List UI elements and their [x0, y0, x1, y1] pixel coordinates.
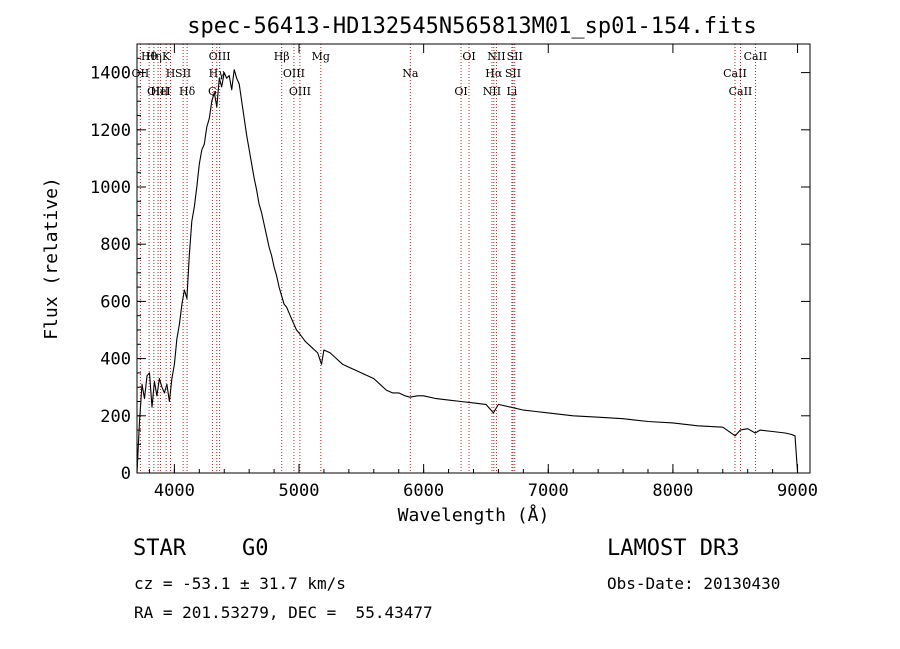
object-type: STAR — [133, 536, 186, 561]
survey-label: LAMOST DR3 — [607, 536, 740, 561]
line-label: OIII — [289, 85, 311, 98]
x-tick-label: 9000 — [777, 481, 818, 501]
y-tick-label: 0 — [121, 464, 131, 484]
y-tick-label: 600 — [100, 292, 131, 312]
line-label: OIII — [147, 85, 169, 98]
x-tick-label: 7000 — [528, 481, 569, 501]
line-label: CaII — [744, 50, 768, 63]
line-label: Mg — [312, 50, 330, 63]
x-tick-label: 8000 — [652, 481, 693, 501]
x-axis-label: Wavelength (Å) — [398, 504, 550, 526]
y-axis-label: Flux (relative) — [41, 177, 62, 340]
line-label: HeI — [150, 85, 170, 98]
line-label: NII — [487, 50, 505, 63]
line-label: Hη — [146, 50, 162, 63]
line-label: OIII — [209, 50, 231, 63]
chart-title: spec-56413-HD132545N565813M01_sp01-154.f… — [187, 14, 757, 39]
line-label: OIII — [283, 67, 305, 80]
spectrum-line — [136, 69, 799, 474]
x-tick-label: 6000 — [403, 481, 444, 501]
line-label: Hβ — [274, 50, 290, 63]
line-label: G — [208, 85, 217, 98]
y-tick-label: 400 — [100, 350, 131, 370]
y-tick-label: 1000 — [90, 178, 131, 198]
line-label: OI — [454, 85, 467, 98]
x-tick-label: 4000 — [154, 481, 195, 501]
line-label: OII — [132, 67, 150, 80]
obs-date: Obs-Date: 20130430 — [607, 574, 781, 593]
redshift-readout: cz = -53.1 ± 31.7 km/s — [134, 574, 346, 593]
y-tick-label: 800 — [100, 235, 131, 255]
y-tick-label: 200 — [100, 407, 131, 427]
line-label: SII — [505, 67, 521, 80]
line-label: Na — [402, 67, 419, 80]
line-label: CaII — [723, 67, 747, 80]
x-tick-label: 5000 — [279, 481, 320, 501]
line-label: CaII — [729, 85, 753, 98]
line-label: Hδ — [179, 85, 196, 98]
line-label: Li — [506, 85, 517, 98]
line-label: OI — [462, 50, 475, 63]
line-label: Hα — [485, 67, 503, 80]
line-label: NII — [483, 85, 501, 98]
line-label: Hγ — [209, 67, 226, 80]
y-tick-label: 1400 — [90, 64, 131, 84]
line-label: H — [166, 67, 176, 80]
coordinates: RA = 201.53279, DEC = 55.43477 — [134, 603, 433, 622]
object-subclass: G0 — [242, 536, 269, 561]
line-label: SII — [175, 67, 191, 80]
line-label: K — [162, 50, 171, 63]
plot-frame — [136, 43, 811, 474]
y-tick-label: 1200 — [90, 121, 131, 141]
line-label: SII — [507, 50, 523, 63]
